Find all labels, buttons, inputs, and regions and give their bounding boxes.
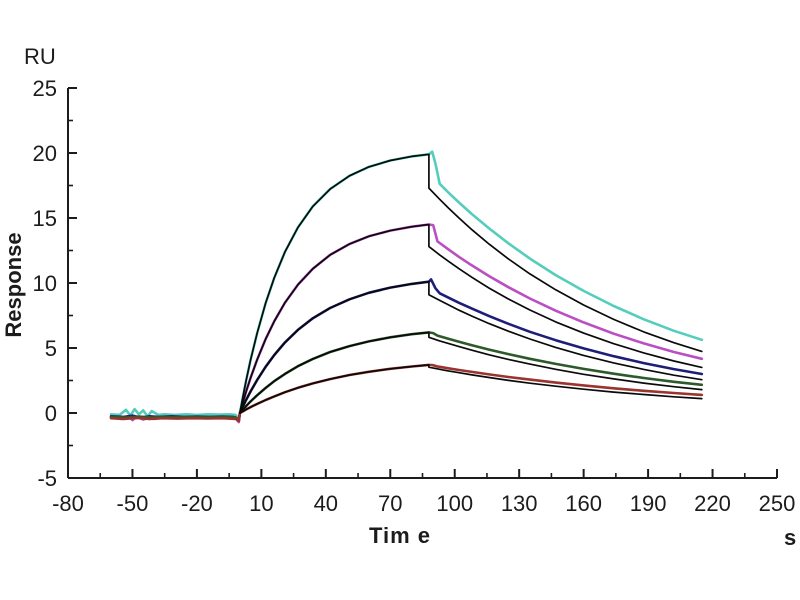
x-tick-label: -80 — [52, 491, 84, 516]
x-tick-label: 220 — [694, 491, 731, 516]
x-tick-label: 130 — [501, 491, 538, 516]
fit-curve — [239, 153, 703, 414]
x-tick-label: 190 — [630, 491, 667, 516]
y-tick-label: 15 — [33, 206, 57, 231]
data-curve — [109, 331, 704, 422]
x-axis-title: Tim e — [368, 523, 432, 548]
y-tick-label: 5 — [45, 336, 57, 361]
fit-curve — [239, 280, 703, 414]
x-tick-label: 40 — [314, 491, 338, 516]
y-tick-label: 25 — [33, 76, 57, 101]
y-tick-label: 10 — [33, 271, 57, 296]
x-tick-label: 250 — [759, 491, 796, 516]
y-tick-label: 0 — [45, 401, 57, 426]
fit-curve — [239, 223, 703, 414]
x-tick-label: 70 — [378, 491, 402, 516]
y-tick-label: 20 — [33, 141, 57, 166]
x-tick-label: -50 — [117, 491, 149, 516]
y-tick-label: -5 — [37, 466, 57, 491]
y-axis-unit-label: RU — [24, 44, 56, 69]
fit-curve — [239, 364, 703, 414]
data-curve — [109, 278, 704, 423]
x-tick-label: -20 — [181, 491, 213, 516]
fit-curve — [239, 331, 703, 414]
x-axis-unit-label: s — [784, 525, 797, 550]
x-tick-label: 160 — [565, 491, 602, 516]
x-tick-label: 10 — [249, 491, 273, 516]
x-tick-label: 100 — [436, 491, 473, 516]
y-axis-title: Response — [1, 232, 26, 338]
